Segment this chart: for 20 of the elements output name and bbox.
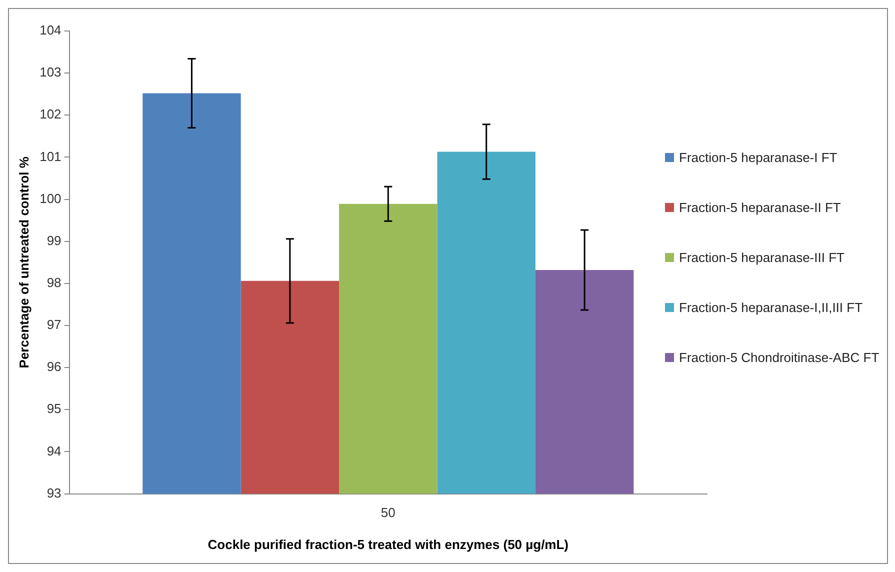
legend-label: Fraction-5 heparanase-II FT [679,199,841,217]
y-tick-label: 102 [40,106,62,122]
legend-label: Fraction-5 heparanase-I,II,III FT [679,299,863,317]
y-tick-label: 103 [40,64,62,80]
legend-label: Fraction-5 heparanase-I FT [679,149,838,167]
x-tick-label: 50 [380,505,396,520]
y-tick-label: 93 [46,485,62,500]
y-tick-label: 100 [40,190,62,206]
y-tick-label: 97 [46,317,62,332]
legend-label: Fraction-5 heparanase-III FT [679,249,844,267]
legend-label: Fraction-5 Chondroitinase-ABC FT [679,349,880,367]
y-tick-label: 104 [40,22,62,38]
y-tick-label: 101 [40,148,62,164]
x-axis-title: Cockle purified fraction-5 treated with enzymes (50 µg/mL) [208,536,569,552]
y-tick-label: 95 [46,401,62,416]
y-axis-title: Percentage of untreated control % [16,156,32,368]
y-tick-label: 94 [46,443,62,458]
y-tick-label: 98 [46,275,62,290]
y-tick-label: 96 [46,359,62,374]
y-tick-label: 99 [46,232,62,248]
